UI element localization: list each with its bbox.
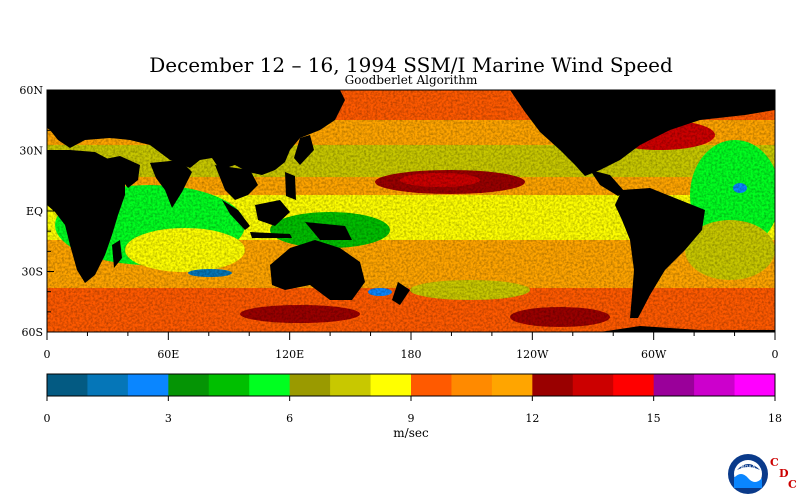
- color-legend-label: 0: [44, 412, 51, 425]
- color-swatch: [532, 374, 574, 396]
- color-swatch: [572, 374, 614, 396]
- color-swatch: [208, 374, 250, 396]
- color-legend-label: 6: [286, 412, 293, 425]
- land-masses: [47, 90, 775, 332]
- color-legend-label: 18: [768, 412, 782, 425]
- land-southeast-asia: [215, 165, 258, 200]
- longitude-axis: 0 60E 120E 180 120W 60W 0: [44, 332, 779, 361]
- cdc-letter-3: C: [788, 478, 797, 491]
- lon-label: 60E: [157, 348, 179, 361]
- noaa-logo-text: NOAA: [741, 465, 756, 471]
- color-swatch: [491, 374, 533, 396]
- noaa-logo-wave: [734, 474, 762, 488]
- land-arabia: [100, 156, 140, 188]
- land-australia: [270, 240, 365, 300]
- lon-label: 0: [772, 348, 779, 361]
- land-south-america: [615, 188, 705, 318]
- color-swatch: [370, 374, 412, 396]
- land-india: [150, 160, 192, 208]
- land-north-america: [510, 90, 775, 176]
- land-borneo: [255, 200, 290, 226]
- color-swatch: [653, 374, 695, 396]
- color-legend-label: 3: [165, 412, 172, 425]
- color-swatch: [330, 374, 372, 396]
- color-legend: 0 3 6 9 12 15 18: [44, 373, 782, 425]
- land-japan: [294, 135, 314, 165]
- color-legend-label: 9: [408, 412, 415, 425]
- lon-label: 180: [401, 348, 422, 361]
- color-legend-label: 12: [525, 412, 539, 425]
- color-swatch: [47, 374, 88, 396]
- lat-label: 30N: [19, 145, 43, 158]
- land-antarctica: [600, 326, 775, 332]
- color-swatch: [451, 374, 493, 396]
- color-legend-label: 15: [647, 412, 661, 425]
- land-africa: [47, 150, 125, 283]
- color-swatch: [127, 374, 169, 396]
- wind-speed-map: [47, 90, 775, 332]
- map-title: December 12 – 16, 1994 SSM/I Marine Wind…: [149, 53, 673, 77]
- land-madagascar: [112, 240, 122, 268]
- lat-label: 30S: [21, 266, 43, 279]
- color-legend-unit: m/sec: [393, 426, 429, 440]
- land-philippines: [285, 172, 296, 200]
- lon-label: 120E: [275, 348, 304, 361]
- latitude-axis: 60N 30N EQ 30S 60S: [19, 84, 54, 339]
- lon-label: 60W: [641, 348, 667, 361]
- map-subtitle: Goodberlet Algorithm: [345, 73, 478, 87]
- lat-label: 60N: [19, 84, 43, 97]
- lat-label: 60S: [21, 326, 43, 339]
- noaa-logo-bird: [737, 464, 760, 470]
- land-sumatra: [222, 200, 250, 230]
- land-new-zealand: [392, 282, 410, 305]
- land-java: [250, 232, 292, 238]
- color-swatch: [734, 374, 776, 396]
- color-swatch: [249, 374, 291, 396]
- lat-label: EQ: [26, 205, 43, 218]
- color-swatch: [411, 374, 452, 396]
- color-swatch: [168, 374, 210, 396]
- land-eurasia: [47, 90, 345, 175]
- cdc-letter-1: C: [770, 456, 779, 469]
- lon-label: 120W: [516, 348, 549, 361]
- color-swatch: [87, 374, 129, 396]
- color-swatch: [289, 374, 331, 396]
- land-new-guinea: [305, 222, 352, 240]
- lon-label: 0: [44, 348, 51, 361]
- color-swatch: [694, 374, 736, 396]
- cdc-letter-2: D: [779, 467, 789, 480]
- color-swatch: [613, 374, 655, 396]
- land-central-america: [590, 170, 625, 196]
- noaa-logo: NOAA: [728, 454, 768, 494]
